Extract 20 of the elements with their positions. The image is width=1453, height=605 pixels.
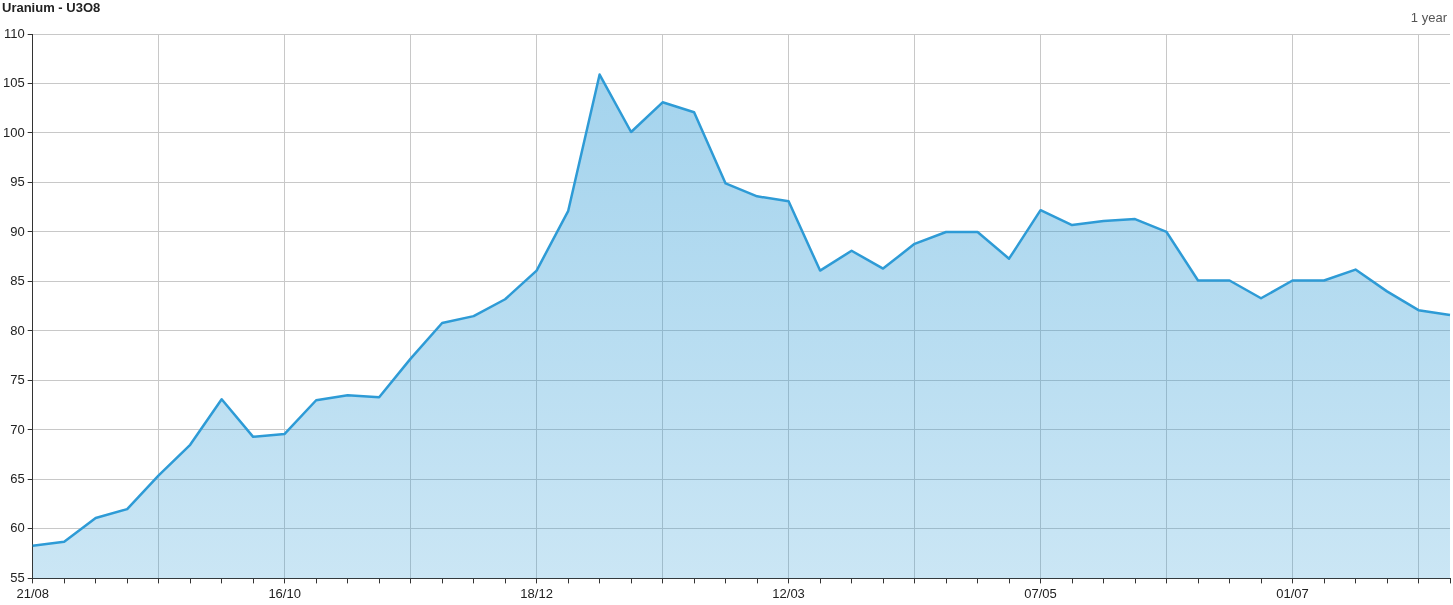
y-tick-label: 55 xyxy=(10,569,25,585)
y-tick-label: 100 xyxy=(2,124,25,140)
x-tick-label: 01/07 xyxy=(1276,585,1309,601)
y-tick-label: 110 xyxy=(3,25,25,41)
y-tick-label: 90 xyxy=(10,223,25,239)
x-tick-label: 21/08 xyxy=(16,585,49,601)
y-tick-label: 80 xyxy=(10,322,25,338)
x-tick-label: 12/03 xyxy=(772,585,805,601)
y-tick-label: 65 xyxy=(10,471,25,486)
x-tick-label: 16/10 xyxy=(268,585,301,601)
y-tick-label: 70 xyxy=(10,421,25,437)
y-tick-label: 60 xyxy=(10,520,25,536)
y-tick-label: 95 xyxy=(10,174,25,190)
y-tick-label: 75 xyxy=(10,372,25,388)
x-tick-label: 07/05 xyxy=(1024,585,1057,601)
y-tick-label: 105 xyxy=(2,75,25,91)
chart-title: Uranium - U3O8 xyxy=(2,0,101,15)
y-tick-label: 85 xyxy=(10,273,25,289)
x-tick-label: 18/12 xyxy=(520,585,553,601)
text: 1 year xyxy=(1410,10,1447,25)
